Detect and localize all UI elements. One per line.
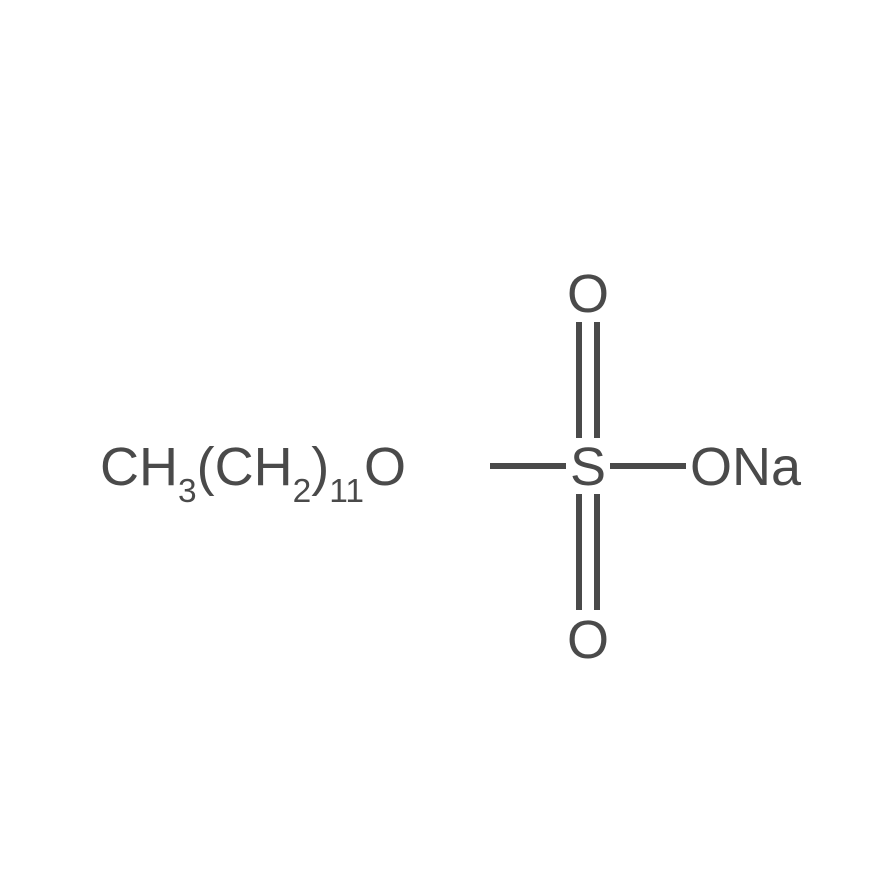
atom-label-oxygen-top: O: [567, 263, 609, 325]
atom-label-sodium-oxide: ONa: [690, 436, 801, 498]
atom-label-chain: CH3(CH2)11O: [100, 436, 406, 506]
chemical-structure-canvas: CH3(CH2)11O S O O ONa: [0, 0, 890, 890]
atom-label-sulfur: S: [570, 436, 606, 498]
atom-label-oxygen-bottom: O: [567, 609, 609, 671]
